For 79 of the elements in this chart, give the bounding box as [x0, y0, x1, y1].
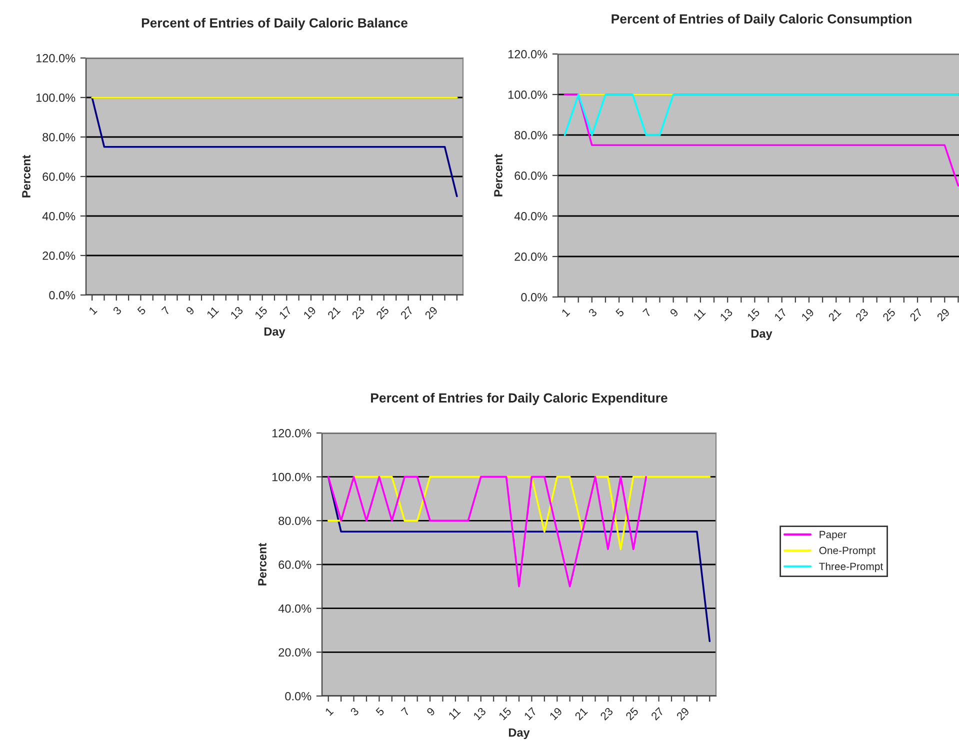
x-tick-label: 5	[136, 306, 146, 316]
y-axis-title: Percent	[22, 154, 30, 198]
y-tick-label: 120.0%	[508, 50, 548, 58]
x-tick-label: 17	[278, 306, 292, 320]
x-tick-label: 25	[625, 706, 639, 721]
x-tick-label: 19	[303, 306, 316, 320]
x-tick-label: 5	[375, 707, 385, 716]
x-tick-label: 7	[642, 308, 652, 318]
x-tick-label: 9	[670, 308, 679, 318]
y-tick-label: 20.0%	[278, 648, 312, 657]
y-axis-title: Percent	[258, 542, 266, 586]
x-tick-label: 13	[472, 706, 486, 720]
y-tick-label: 60.0%	[278, 560, 312, 569]
x-tick-label: 9	[186, 306, 195, 316]
x-tick-label: 7	[161, 306, 170, 316]
y-tick-label: 80.0%	[278, 516, 312, 526]
x-tick-label: 29	[936, 308, 950, 322]
y-tick-label: 120.0%	[272, 429, 312, 438]
y-tick-label: 0.0%	[521, 293, 548, 302]
x-tick-label: 17	[774, 308, 788, 322]
x-tick-label: 1	[324, 707, 334, 716]
x-tick-label: 19	[549, 706, 563, 720]
x-tick-label: 15	[254, 306, 268, 320]
chart-title: Percent of Entries of Daily Caloric Consumption	[612, 14, 912, 26]
y-tick-label: 40.0%	[514, 212, 548, 220]
x-tick-label: 19	[801, 308, 814, 322]
y-tick-label: 0.0%	[49, 291, 76, 300]
y-tick-label: 80.0%	[42, 133, 76, 142]
x-tick-label: 13	[720, 308, 734, 322]
y-tick-label: 100.0%	[36, 94, 76, 102]
x-axis-title: Day	[751, 329, 772, 340]
x-tick-label: 3	[350, 706, 360, 716]
x-axis-title: Day	[508, 728, 530, 740]
x-tick-label: 5	[615, 308, 624, 318]
y-tick-label: 60.0%	[42, 172, 76, 181]
chart-title: Percent of Entries for Daily Caloric Expenditure	[371, 392, 668, 406]
x-tick-label: 25	[376, 306, 390, 320]
x-tick-label: 21	[574, 707, 588, 720]
x-tick-label: 3	[588, 308, 598, 318]
y-tick-label: 20.0%	[514, 252, 548, 261]
x-tick-label: 29	[424, 306, 438, 320]
y-tick-label: 0.0%	[285, 692, 312, 700]
x-tick-label: 17	[524, 707, 538, 720]
x-tick-label: 15	[746, 308, 760, 322]
x-tick-label: 15	[498, 707, 512, 720]
x-tick-label: 21	[327, 306, 341, 320]
x-axis-title: Day	[264, 327, 286, 338]
y-tick-label: 40.0%	[278, 604, 312, 613]
legend-label: Three-Prompt	[819, 562, 884, 572]
x-tick-label: 11	[693, 308, 706, 321]
y-tick-label: 20.0%	[42, 252, 76, 260]
x-tick-label: 3	[112, 306, 122, 316]
x-tick-label: 1	[88, 306, 98, 315]
x-tick-label: 25	[882, 308, 896, 322]
x-tick-label: 27	[909, 308, 923, 322]
x-tick-label: 11	[206, 306, 220, 319]
x-tick-label: 29	[676, 706, 690, 721]
x-tick-label: 27	[400, 306, 414, 320]
y-tick-label: 40.0%	[42, 212, 76, 220]
chart-title: Percent of Entries of Daily Caloric Balance	[142, 18, 408, 30]
x-tick-label: 23	[600, 706, 614, 721]
x-tick-label: 21	[828, 308, 842, 322]
line-series	[327, 476, 647, 588]
x-tick-label: 23	[855, 308, 869, 322]
x-tick-label: 1	[561, 308, 570, 317]
y-tick-label: 100.0%	[272, 472, 312, 482]
y-tick-label: 60.0%	[514, 172, 548, 180]
x-tick-label: 23	[351, 306, 366, 320]
legend-label: Paper	[820, 530, 846, 540]
x-tick-label: 7	[400, 707, 410, 716]
x-tick-label: 27	[650, 707, 664, 720]
x-tick-label: 11	[448, 707, 461, 720]
x-tick-label: 9	[426, 706, 436, 716]
y-tick-label: 100.0%	[508, 90, 548, 99]
y-axis-title: Percent	[494, 154, 502, 196]
legend-label: One-Prompt	[819, 546, 876, 556]
y-tick-label: 80.0%	[514, 131, 548, 140]
x-tick-label: 13	[230, 306, 244, 320]
y-tick-label: 120.0%	[36, 54, 76, 62]
